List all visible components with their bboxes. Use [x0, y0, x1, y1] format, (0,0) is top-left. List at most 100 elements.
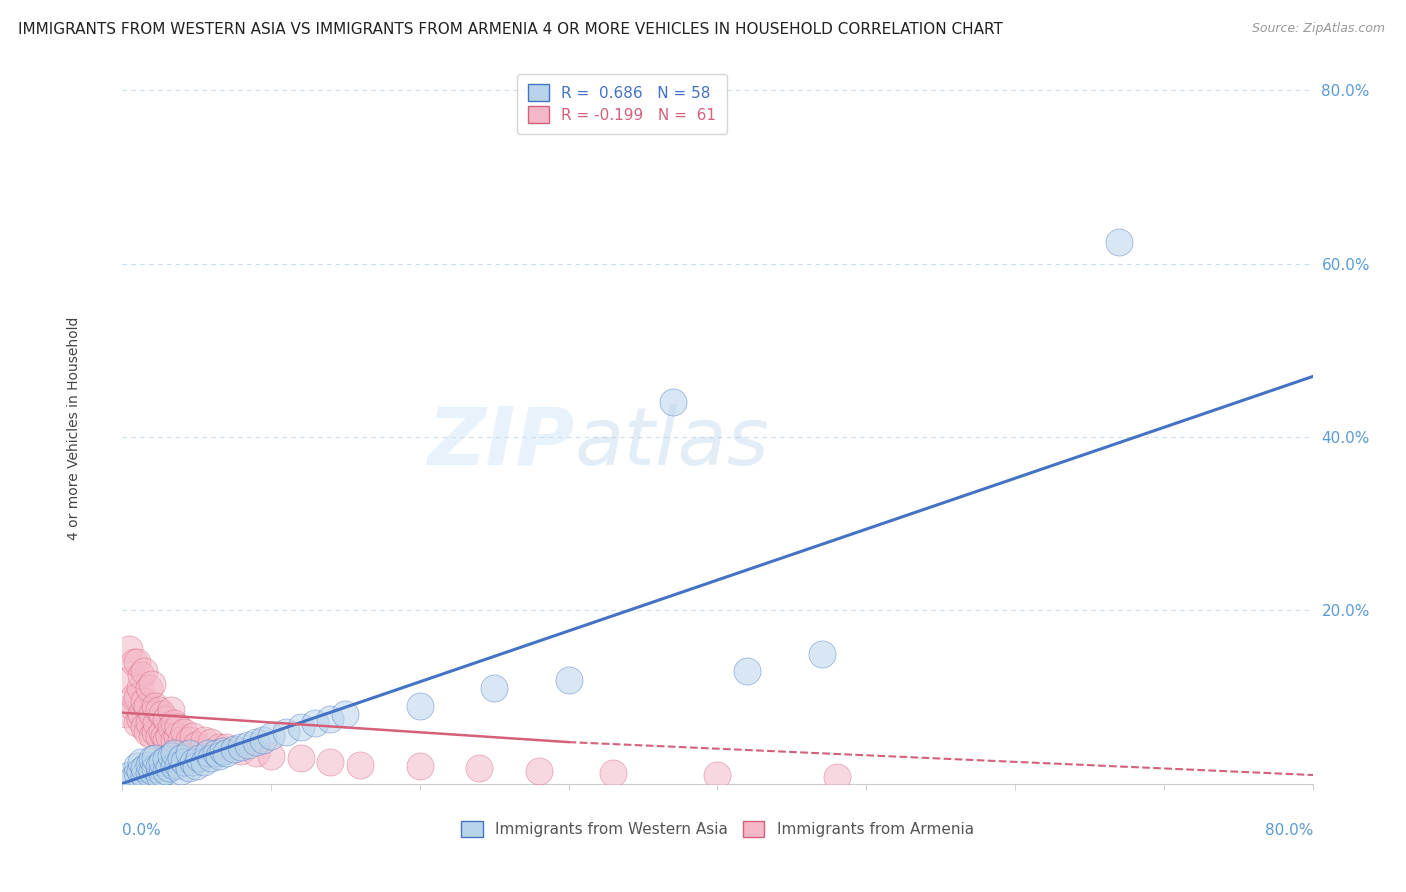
Point — [274, 724, 297, 739]
Point — [166, 729, 188, 743]
Point — [200, 750, 222, 764]
Point — [304, 716, 326, 731]
Point — [129, 755, 152, 769]
Point — [335, 707, 357, 722]
Point — [125, 759, 148, 773]
Point — [215, 740, 238, 755]
Point — [155, 733, 177, 747]
Point — [260, 729, 283, 743]
Point — [188, 750, 211, 764]
Point — [128, 681, 150, 696]
Point — [125, 690, 148, 704]
Point — [557, 673, 579, 687]
Point — [252, 733, 274, 747]
Point — [125, 716, 148, 731]
Point — [468, 761, 491, 775]
Point — [138, 766, 160, 780]
Point — [170, 733, 193, 747]
Point — [1108, 235, 1130, 249]
Point — [163, 716, 186, 731]
Point — [129, 707, 152, 722]
Point — [141, 752, 163, 766]
Point — [207, 749, 229, 764]
Point — [238, 738, 260, 752]
Point — [408, 759, 430, 773]
Point — [136, 724, 159, 739]
Point — [167, 757, 190, 772]
Point — [128, 712, 150, 726]
Point — [290, 720, 312, 734]
Point — [150, 755, 173, 769]
Point — [186, 738, 208, 752]
Point — [207, 740, 229, 755]
Point — [122, 770, 145, 784]
Text: 0.0%: 0.0% — [122, 822, 160, 838]
Point — [148, 768, 170, 782]
Point — [134, 664, 156, 678]
Point — [245, 735, 267, 749]
Point — [527, 764, 550, 778]
Point — [181, 755, 204, 769]
Point — [181, 729, 204, 743]
Text: atlas: atlas — [575, 403, 769, 482]
Point — [173, 724, 195, 739]
Point — [159, 761, 181, 775]
Point — [193, 755, 215, 769]
Text: Source: ZipAtlas.com: Source: ZipAtlas.com — [1251, 22, 1385, 36]
Point — [193, 733, 215, 747]
Point — [148, 729, 170, 743]
Point — [134, 761, 156, 775]
Point — [143, 698, 166, 713]
Point — [177, 747, 200, 761]
Legend: Immigrants from Western Asia, Immigrants from Armenia: Immigrants from Western Asia, Immigrants… — [456, 814, 980, 844]
Point — [212, 744, 235, 758]
Point — [122, 690, 145, 704]
Point — [735, 664, 758, 678]
Point — [222, 742, 245, 756]
Point — [408, 698, 430, 713]
Point — [215, 747, 238, 761]
Text: ZIP: ZIP — [427, 403, 575, 482]
Point — [143, 761, 166, 775]
Point — [163, 759, 186, 773]
Point — [160, 703, 183, 717]
Point — [155, 712, 177, 726]
Point — [810, 647, 832, 661]
Point — [118, 768, 141, 782]
Point — [163, 733, 186, 747]
Point — [134, 768, 156, 782]
Point — [186, 759, 208, 773]
Point — [177, 733, 200, 747]
Point — [150, 724, 173, 739]
Point — [173, 755, 195, 769]
Point — [319, 712, 342, 726]
Point — [260, 749, 283, 764]
Point — [148, 703, 170, 717]
Point — [163, 747, 186, 761]
Point — [155, 752, 177, 766]
Point — [150, 707, 173, 722]
Point — [138, 757, 160, 772]
Point — [229, 740, 252, 755]
Text: 80.0%: 80.0% — [1265, 822, 1313, 838]
Point — [197, 747, 219, 761]
Point — [167, 720, 190, 734]
Text: 4 or more Vehicles in Household: 4 or more Vehicles in Household — [67, 317, 82, 540]
Point — [170, 750, 193, 764]
Point — [141, 707, 163, 722]
Point — [122, 656, 145, 670]
Point — [170, 764, 193, 778]
Point — [152, 729, 174, 743]
Point — [150, 766, 173, 780]
Point — [118, 642, 141, 657]
Point — [115, 707, 138, 722]
Point — [160, 749, 183, 764]
Point — [160, 720, 183, 734]
Point — [129, 668, 152, 682]
Point — [159, 729, 181, 743]
Point — [143, 750, 166, 764]
Point — [319, 755, 342, 769]
Point — [349, 757, 371, 772]
Point — [138, 716, 160, 731]
Point — [138, 681, 160, 696]
